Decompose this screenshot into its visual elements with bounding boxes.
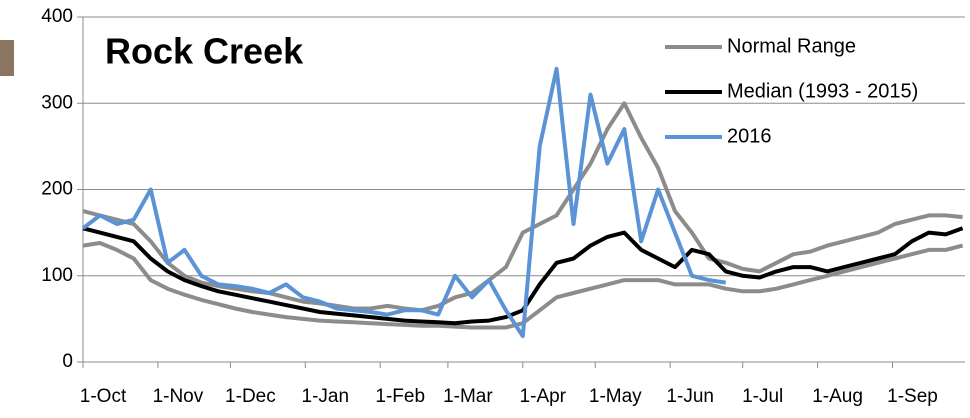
x-tick-label: 1-Mar: [443, 386, 493, 407]
x-tick-label: 1-Aug: [812, 386, 863, 407]
y-tick-label: 100: [41, 265, 73, 286]
chart-title: Rock Creek: [105, 31, 304, 72]
series-line: [81, 66, 727, 339]
legend-label: 2016: [727, 125, 772, 147]
x-tick-label: 1-Nov: [153, 386, 204, 407]
legend: Normal Range Median (1993 - 2015) 2016: [665, 35, 918, 147]
x-tick-label: 1-Apr: [520, 386, 567, 407]
x-tick-label: 1-Dec: [225, 386, 276, 407]
x-tick-label: 1-May: [589, 386, 642, 407]
x-tick-label: 1-Oct: [80, 386, 127, 407]
y-tick-label: 200: [41, 179, 73, 200]
legend-label: Median (1993 - 2015): [727, 80, 918, 102]
x-tick-label: 1-Sep: [887, 386, 938, 407]
x-tick-label: 1-Jul: [742, 386, 783, 407]
series-line: [82, 226, 964, 326]
y-tick-label: 400: [41, 6, 73, 27]
x-tick-label: 1-Feb: [375, 386, 425, 407]
lines: [81, 66, 964, 339]
x-tick-label: 1-Jan: [302, 386, 350, 407]
y-tick-label: 300: [41, 92, 73, 113]
photo-fragment: [0, 40, 14, 76]
x-tick-label: 1-Jun: [666, 386, 714, 407]
y-tick-label: 0: [62, 351, 73, 372]
series-line: [82, 101, 963, 313]
legend-label: Normal Range: [727, 35, 856, 57]
grid: 0 100 200 300 400 1-Oct 1-Nov 1-Dec 1-Jan 1-Feb 1-…: [41, 6, 965, 407]
